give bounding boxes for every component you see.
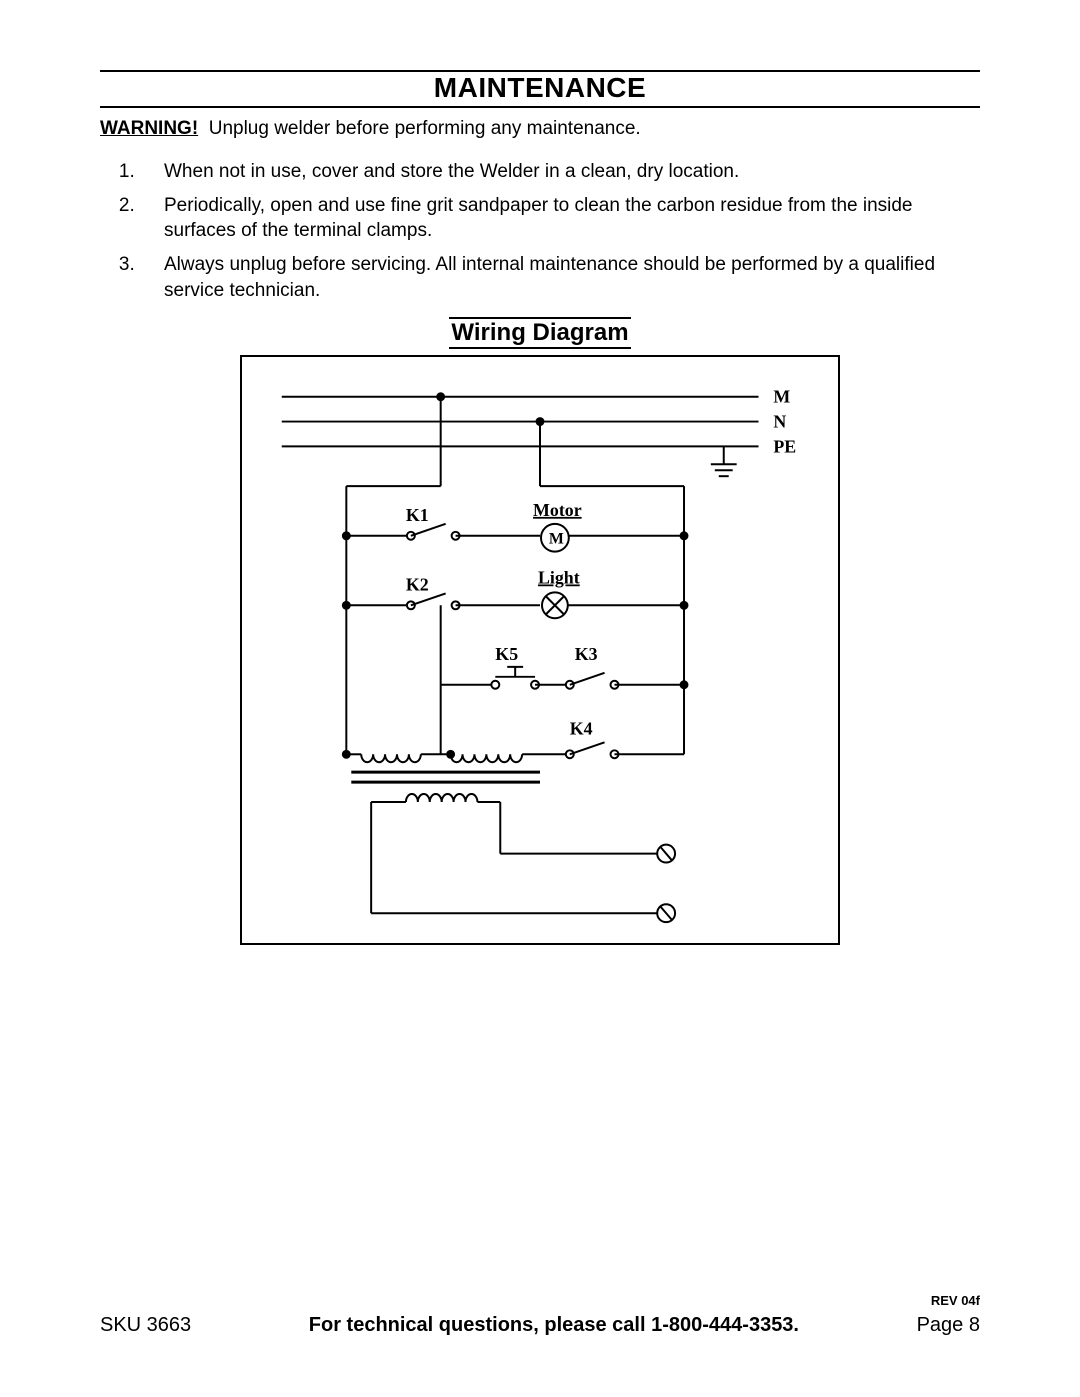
motor-symbol-letter: M [549,531,564,548]
label-K5: K5 [495,644,518,664]
label-K2: K2 [406,575,429,595]
warning-label: WARNING! [100,118,198,139]
revision-label: REV 04f [100,1293,980,1308]
wiring-diagram: M N PE M [240,355,840,945]
diagram-heading: Wiring Diagram [449,317,630,349]
warning-text: Unplug welder before performing any main… [209,118,641,139]
list-item: Always unplug before servicing. All inte… [140,252,980,303]
list-item: When not in use, cover and store the Wel… [140,159,980,185]
label-M: M [773,387,790,407]
list-item: Periodically, open and use fine grit san… [140,193,980,244]
section-title: MAINTENANCE [100,72,980,108]
label-PE: PE [773,437,796,457]
page-footer: REV 04f SKU 3663 For technical questions… [100,1293,980,1337]
label-Light: Light [538,568,580,588]
label-N: N [773,412,786,432]
label-K3: K3 [575,644,598,664]
maintenance-steps: When not in use, cover and store the Wel… [100,159,980,303]
label-K1: K1 [406,505,429,525]
warning-line: WARNING! Unplug welder before performing… [100,118,980,140]
support-phone: For technical questions, please call 1-8… [309,1314,799,1337]
label-K4: K4 [570,719,593,739]
page-number: Page 8 [917,1314,980,1337]
label-Motor: Motor [533,500,582,520]
sku-label: SKU 3663 [100,1314,191,1337]
